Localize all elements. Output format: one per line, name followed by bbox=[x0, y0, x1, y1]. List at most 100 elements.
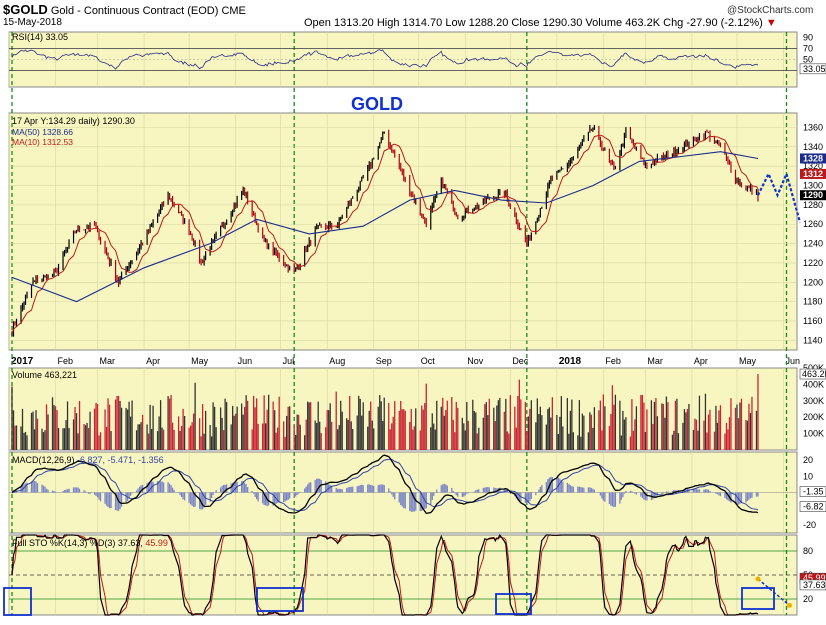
price-y-tick-label: 1240 bbox=[803, 239, 823, 249]
price-y-tick-label: 1200 bbox=[803, 277, 823, 287]
high-value: 1314.70 bbox=[402, 17, 443, 29]
x-tick-label: Jul bbox=[283, 356, 295, 366]
x-tick-label: Mar bbox=[647, 356, 663, 366]
price-badge-label: 1312 bbox=[803, 169, 823, 179]
price-y-tick-label: 1220 bbox=[803, 258, 823, 268]
price-badge-label: 1328 bbox=[803, 153, 823, 163]
volume-y-tick-label: 200K bbox=[803, 412, 824, 422]
open-value: 1313.20 bbox=[333, 17, 374, 29]
price-y-tick-label: 1260 bbox=[803, 219, 823, 229]
x-tick-label: 2018 bbox=[559, 356, 582, 367]
x-tick-label: Feb bbox=[58, 356, 74, 366]
sto-y-tick-label: 80 bbox=[803, 546, 813, 556]
sto-badge-bg bbox=[799, 579, 826, 591]
volume-y-tick-label: 400K bbox=[803, 379, 824, 389]
exchange: CME bbox=[221, 5, 246, 17]
low-label: Low bbox=[445, 17, 466, 29]
x-tick-label: Sep bbox=[376, 356, 392, 366]
x-tick-label: Jun bbox=[238, 356, 253, 366]
close-label: Close bbox=[511, 17, 540, 29]
x-tick-label: May bbox=[191, 356, 209, 366]
volume-label: Volume bbox=[585, 17, 623, 29]
price-badge-bg bbox=[800, 168, 826, 179]
x-tick-label: Nov bbox=[467, 356, 484, 366]
rsi-line bbox=[11, 49, 759, 70]
sto-badge-label: 45.99 bbox=[803, 573, 826, 583]
m-projection-line bbox=[757, 170, 802, 223]
cycle-low-box bbox=[3, 587, 32, 616]
price-y-tick-label: 1280 bbox=[803, 200, 823, 210]
chg-down-arrow-icon: ▼ bbox=[765, 17, 777, 29]
volume-value: 463.2K bbox=[625, 17, 661, 29]
cycle-low-box bbox=[741, 587, 775, 610]
rsi-badge-label: 33.05 bbox=[803, 64, 826, 74]
macd-y-tick-label: 10 bbox=[803, 471, 813, 481]
x-tick-label: May bbox=[739, 356, 757, 366]
ma10-line bbox=[11, 134, 759, 335]
low-value: 1288.20 bbox=[468, 17, 509, 29]
volume-badge-label: 463.2K bbox=[802, 369, 826, 379]
macd-y-tick-label: -20 bbox=[803, 520, 816, 530]
header-symbol-line: $GOLD Gold - Continuous Contract (EOD) C… bbox=[3, 2, 246, 17]
x-tick-label: 2017 bbox=[11, 356, 34, 367]
rsi-y-tick-label: 70 bbox=[803, 44, 813, 54]
x-tick-label: Feb bbox=[605, 356, 621, 366]
rsi-y-tick-label: 90 bbox=[803, 33, 813, 43]
volume-badge-bg bbox=[799, 368, 826, 380]
rsi-badge-bg bbox=[799, 63, 826, 75]
watermark: @StockCharts.com bbox=[727, 5, 814, 16]
sto-projection-start-dot bbox=[755, 576, 761, 582]
rsi-label: RSI(14) 33.05 bbox=[12, 32, 68, 42]
ma50-line bbox=[11, 151, 759, 303]
volume-y-tick-label: 500K bbox=[803, 363, 824, 373]
price-legend-ma50: MA(50) 1328.66 bbox=[12, 127, 73, 137]
macd-y-tick-label: 20 bbox=[803, 455, 813, 465]
price-y-tick-label: 1320 bbox=[803, 161, 823, 171]
sto-projection-end-dot bbox=[786, 602, 792, 608]
x-tick-label: Aug bbox=[329, 356, 345, 366]
macd-badge-label: -6.82 bbox=[803, 502, 824, 512]
x-tick-label: Jun bbox=[785, 356, 800, 366]
sto-label-d_value: 45.99 bbox=[145, 538, 168, 548]
sto-y-tick-label: 20 bbox=[803, 594, 813, 604]
volume-label: Volume 463,221 bbox=[12, 370, 77, 380]
price-y-tick-label: 1340 bbox=[803, 142, 823, 152]
price-y-tick-label: 1300 bbox=[803, 181, 823, 191]
macd-label-values: -6.827, -5.471, -1.356 bbox=[77, 455, 164, 465]
header-date: 15-May-2018 bbox=[3, 17, 62, 28]
x-tick-label: Oct bbox=[421, 356, 436, 366]
price-badge-bg bbox=[800, 153, 826, 164]
high-label: High bbox=[376, 17, 400, 29]
volume-y-tick-label: 100K bbox=[803, 429, 824, 439]
chg-label: Chg bbox=[663, 17, 684, 29]
price-badge-bg bbox=[800, 190, 826, 201]
ohlc-readout: Open 1313.20 High 1314.70 Low 1288.20 Cl… bbox=[304, 17, 777, 29]
price-y-tick-label: 1160 bbox=[803, 316, 822, 326]
x-tick-label: Apr bbox=[146, 356, 160, 366]
sto-label-label_main: Full STO %K(14,3) %D(3) bbox=[12, 538, 118, 548]
chg-value: -27.90 (-2.12%) bbox=[686, 17, 763, 29]
price-badge-label: 1290 bbox=[803, 190, 823, 200]
price-y-tick-label: 1180 bbox=[803, 297, 822, 307]
macd-label: MACD(12,26,9) -6.827, -5.471, -1.356 bbox=[12, 455, 164, 465]
sto-k-line bbox=[11, 533, 759, 616]
volume-y-tick-label: 300K bbox=[803, 396, 824, 406]
price-y-tick-label: 1360 bbox=[803, 123, 823, 133]
rsi-y-tick-label: 50 bbox=[803, 55, 813, 65]
cycle-low-box bbox=[495, 593, 532, 615]
macd-label-main: MACD(12,26,9) bbox=[12, 455, 77, 465]
macd-badge-bg bbox=[799, 501, 826, 512]
price-title: GOLD bbox=[351, 94, 403, 114]
instrument-name: Gold - Continuous Contract (EOD) bbox=[50, 5, 219, 17]
sto-badge-label: 37.63 bbox=[803, 580, 826, 590]
close-value: 1290.30 bbox=[542, 17, 583, 29]
cycle-low-box bbox=[256, 587, 304, 612]
macd-line bbox=[11, 454, 759, 515]
sto-label: Full STO %K(14,3) %D(3) 37.63, 45.99 bbox=[12, 538, 168, 548]
sto-label-k_value: 37.63, bbox=[118, 538, 146, 548]
macd-badge-bg bbox=[799, 486, 826, 497]
macd-badge-label: -1.35 bbox=[803, 487, 824, 497]
price-legend-main: 17 Apr Y:134.29 daily) 1290.30 bbox=[12, 116, 135, 126]
